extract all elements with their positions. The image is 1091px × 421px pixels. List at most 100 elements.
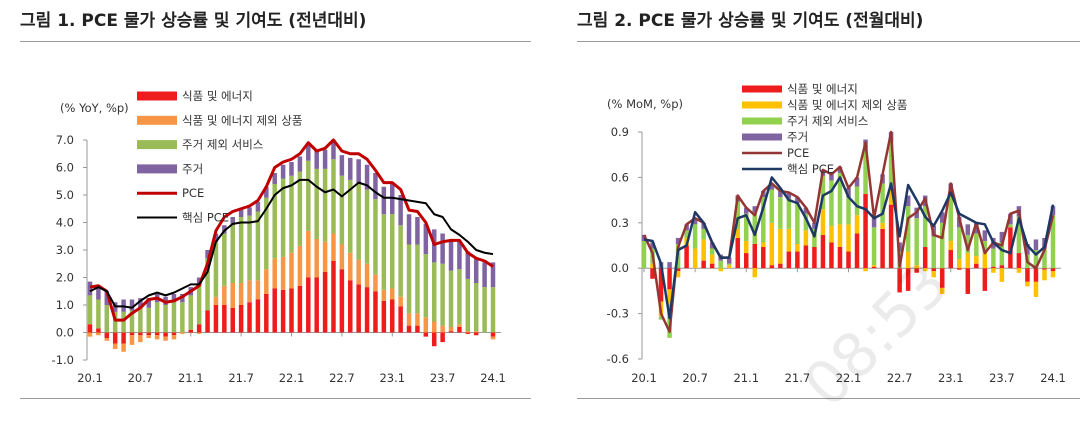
bar-segment-1 <box>121 332 126 344</box>
bar-segment-2 <box>373 274 378 292</box>
bar-segment-2 <box>230 283 235 308</box>
bar-segment-2 <box>718 268 723 272</box>
bar-segment-1 <box>1016 253 1022 269</box>
bar-segment-1 <box>280 289 286 333</box>
bar-segment-4 <box>752 206 758 213</box>
bar-segment-3 <box>922 206 928 248</box>
x-tick-label: 20.7 <box>128 371 154 385</box>
bar-segment-4 <box>812 222 817 229</box>
bar-segment-2 <box>803 230 809 246</box>
bar-segment-4 <box>965 224 971 235</box>
legend-swatch <box>137 164 177 174</box>
legend-swatch <box>742 101 782 109</box>
legend-label: 주거 <box>182 162 203 176</box>
bar-segment-1 <box>957 268 962 270</box>
bar-segment-2 <box>846 224 851 252</box>
bar-segment-3 <box>356 182 361 260</box>
bar-segment-4 <box>1008 213 1013 225</box>
x-tick-label: 20.1 <box>631 371 657 385</box>
bar-segment-2 <box>314 239 319 278</box>
bottom-divider <box>577 398 1080 399</box>
bar-segment-1 <box>752 243 758 269</box>
bar-segment-1 <box>96 328 101 333</box>
bar-segment-1 <box>803 245 809 269</box>
legend-label: 식품 및 에너지 <box>787 82 858 96</box>
title-divider <box>20 41 531 42</box>
legend-swatch <box>137 91 177 101</box>
bar-segment-3 <box>121 311 126 333</box>
bar-segment-3 <box>948 194 953 241</box>
bar-segment-2 <box>222 285 227 305</box>
bar-segment-1 <box>406 325 412 333</box>
chart2-mom: (% MoM, %p) 0.9 0.6 0.3 0.0 -0.3 -0.620.1 20.7 2… <box>607 82 1066 385</box>
bar-segment-4 <box>381 186 387 215</box>
bar-segment-3 <box>339 175 345 245</box>
y-tick-label: 0.9 <box>611 125 629 139</box>
bar-segment-2 <box>255 280 261 300</box>
bar-segment-4 <box>871 218 877 228</box>
bar-segment-3 <box>406 244 412 314</box>
bar-segment-4 <box>348 157 353 180</box>
bar-segment-1 <box>1025 268 1030 282</box>
bar-segment-3 <box>854 186 860 216</box>
bar-segment-2 <box>280 256 286 290</box>
bar-segment-2 <box>914 265 919 269</box>
bar-segment-1 <box>735 237 740 269</box>
bar-segment-4 <box>129 299 135 311</box>
bar-segment-4 <box>982 230 988 241</box>
bar-segment-1 <box>880 228 885 269</box>
bar-segment-2 <box>863 268 868 272</box>
bar-segment-4 <box>322 149 328 169</box>
bar-segment-2 <box>490 336 496 340</box>
bar-segment-2 <box>112 343 118 349</box>
bar-segment-1 <box>129 332 135 336</box>
y-tick-label: 0.6 <box>611 170 629 184</box>
x-tick-label: 21.1 <box>733 371 759 385</box>
bar-segment-2 <box>701 239 706 261</box>
bar-segment-1 <box>364 287 370 333</box>
bar-segment-2 <box>415 313 420 326</box>
bar-segment-1 <box>272 288 277 333</box>
x-tick-label: 23.1 <box>938 371 964 385</box>
bar-segment-3 <box>205 258 210 311</box>
bar-segment-2 <box>1050 271 1056 278</box>
bar-segment-3 <box>846 197 851 225</box>
bar-segment-1 <box>306 277 311 333</box>
bar-segment-4 <box>87 281 93 296</box>
bar-segment-1 <box>871 266 877 269</box>
bar-segment-4 <box>905 195 911 207</box>
bar-segment-2 <box>448 327 454 332</box>
bar-segment-2 <box>339 244 345 270</box>
bar-segment-4 <box>999 231 1005 243</box>
bar-segment-3 <box>709 248 715 255</box>
bar-segment-4 <box>440 233 445 264</box>
bar-segment-3 <box>457 269 462 325</box>
bar-segment-1 <box>398 306 403 333</box>
legend-label: PCE <box>787 146 809 160</box>
core-pce-line <box>89 178 494 309</box>
bar-segment-4 <box>289 162 294 176</box>
bar-segment-1 <box>1033 268 1039 282</box>
bar-segment-4 <box>314 149 319 169</box>
bar-segment-3 <box>280 178 286 257</box>
bar-segment-4 <box>356 159 361 183</box>
bar-segment-4 <box>213 233 219 242</box>
x-tick-label: 20.7 <box>682 371 708 385</box>
bar-segment-3 <box>188 295 193 330</box>
bar-segment-4 <box>205 250 210 259</box>
bar-segment-1 <box>473 332 479 336</box>
legend-swatch <box>137 115 177 125</box>
bar-segment-2 <box>213 296 219 305</box>
bar-segment-1 <box>974 263 979 269</box>
bar-segment-2 <box>931 271 936 278</box>
bar-segment-3 <box>735 201 740 229</box>
bar-segment-3 <box>465 278 471 332</box>
bar-segment-2 <box>965 253 971 269</box>
y-axis-unit-label: (% MoM, %p) <box>607 97 683 111</box>
bar-segment-3 <box>314 168 319 239</box>
y-tick-label: -1.0 <box>52 353 74 367</box>
bar-segment-2 <box>675 271 681 278</box>
bar-segment-1 <box>205 310 210 333</box>
bar-segment-2 <box>473 331 479 333</box>
bar-segment-3 <box>390 214 395 289</box>
